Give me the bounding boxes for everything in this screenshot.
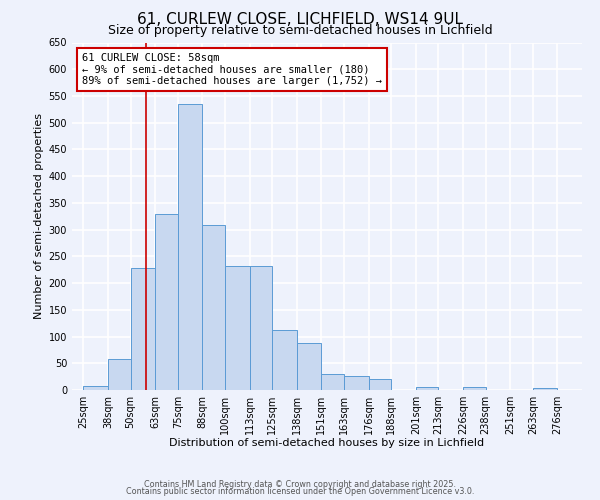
Text: 61 CURLEW CLOSE: 58sqm
← 9% of semi-detached houses are smaller (180)
89% of sem: 61 CURLEW CLOSE: 58sqm ← 9% of semi-deta… [82,53,382,86]
Bar [178,104,202,390]
Bar [416,388,439,390]
Text: Contains public sector information licensed under the Open Government Licence v3: Contains public sector information licen… [126,487,474,496]
Bar [463,388,485,390]
Bar [155,214,178,390]
Bar [131,268,155,390]
Bar [108,359,131,390]
Bar [83,386,108,390]
X-axis label: Distribution of semi-detached houses by size in Lichfield: Distribution of semi-detached houses by … [169,438,485,448]
Text: Size of property relative to semi-detached houses in Lichfield: Size of property relative to semi-detach… [107,24,493,37]
Bar [533,388,557,390]
Text: Contains HM Land Registry data © Crown copyright and database right 2025.: Contains HM Land Registry data © Crown c… [144,480,456,489]
Bar [297,343,322,390]
Y-axis label: Number of semi-detached properties: Number of semi-detached properties [34,114,44,320]
Bar [368,380,391,390]
Bar [202,226,225,390]
Text: 61, CURLEW CLOSE, LICHFIELD, WS14 9UL: 61, CURLEW CLOSE, LICHFIELD, WS14 9UL [137,12,463,28]
Bar [272,330,297,390]
Bar [322,374,344,390]
Bar [344,376,368,390]
Bar [225,266,250,390]
Bar [250,266,272,390]
